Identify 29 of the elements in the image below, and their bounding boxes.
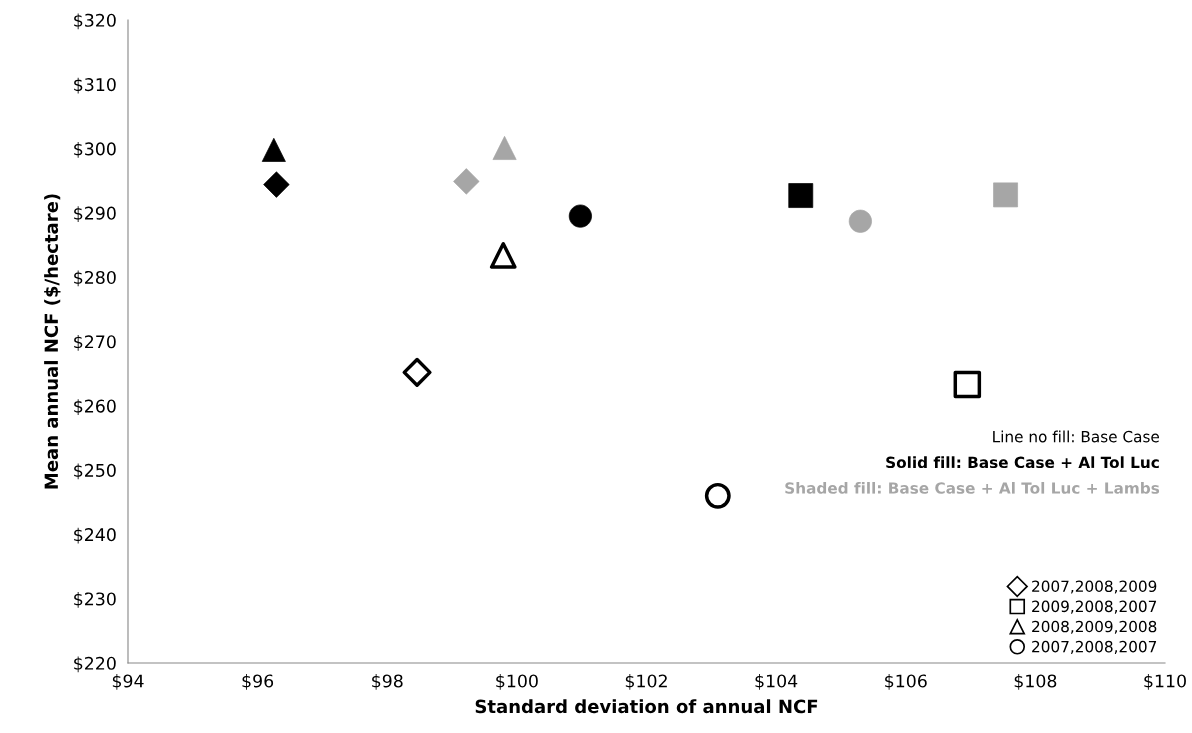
y-tick-label: $270 bbox=[74, 334, 116, 351]
y-tick-label: $320 bbox=[74, 13, 116, 30]
y-tick-label: $310 bbox=[74, 77, 116, 94]
x-tick-label: $104 bbox=[755, 674, 798, 690]
x-tick-label: $110 bbox=[1144, 674, 1186, 690]
x-tick-label: $102 bbox=[625, 674, 667, 690]
x-tick-label: $96 bbox=[242, 674, 274, 690]
y-tick-label: $230 bbox=[74, 592, 116, 608]
x-tick-label: $94 bbox=[112, 674, 144, 690]
legend-label: 2008,2009,2008 bbox=[1032, 620, 1157, 634]
y-tick-label: $290 bbox=[74, 206, 116, 223]
x-axis-title: Standard deviation of annual NCF bbox=[475, 699, 818, 714]
y-tick-label: $300 bbox=[74, 142, 116, 158]
legend-label: 2007,2008,2007 bbox=[1032, 640, 1157, 654]
annotation: Shaded fill: Base Case + Al Tol Luc + Lambs bbox=[785, 482, 1160, 494]
x-tick-label: $98 bbox=[372, 674, 403, 690]
y-tick-label: $260 bbox=[74, 399, 116, 415]
y-tick-label: $250 bbox=[74, 463, 116, 480]
y-axis-title: Mean annual NCF ($/hectare) bbox=[44, 194, 61, 489]
x-tick-label: $106 bbox=[885, 674, 927, 690]
y-tick-label: $240 bbox=[74, 527, 116, 544]
x-tick-label: $100 bbox=[496, 674, 538, 690]
annotation: Solid fill: Base Case + Al Tol Luc bbox=[886, 456, 1159, 469]
x-tick-label: $108 bbox=[1014, 674, 1057, 690]
legend-label: 2009,2008,2007 bbox=[1032, 600, 1157, 614]
y-tick-label: $280 bbox=[74, 270, 116, 287]
annotation: Line no fill: Base Case bbox=[993, 430, 1159, 443]
y-tick-label: $220 bbox=[74, 656, 116, 673]
legend-label: 2007,2008,2009 bbox=[1032, 580, 1157, 594]
